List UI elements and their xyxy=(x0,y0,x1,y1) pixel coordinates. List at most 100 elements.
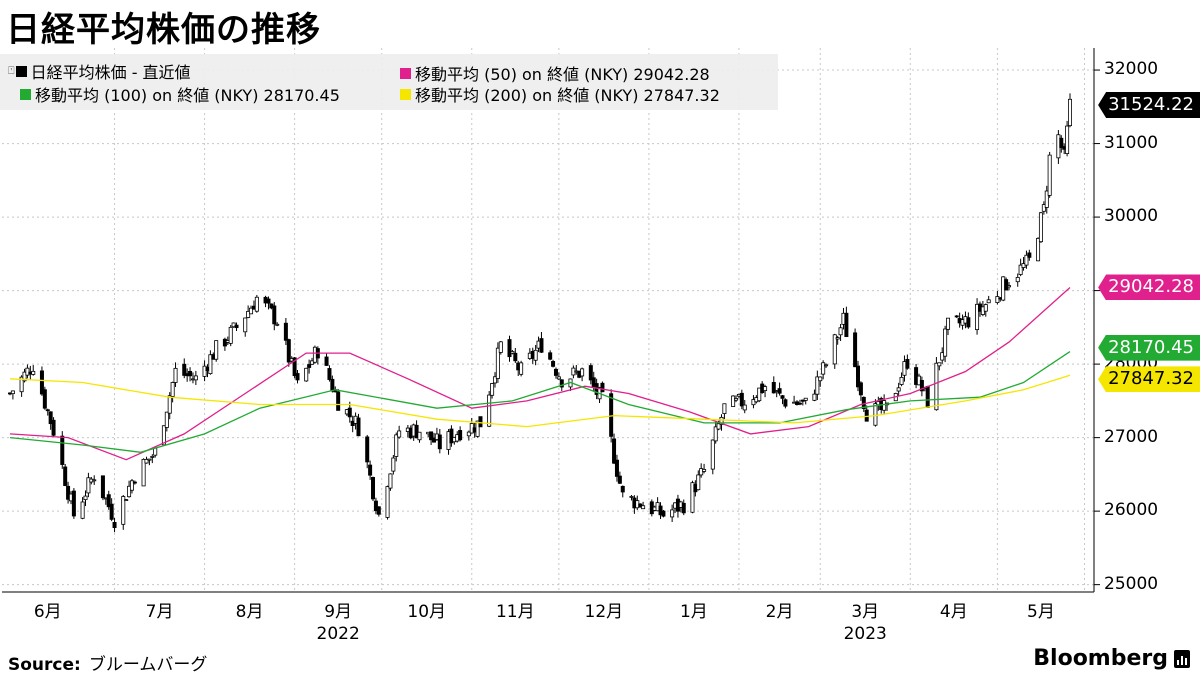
candle-body xyxy=(22,371,27,382)
candle-body xyxy=(690,482,695,513)
x-tick-label: 3月 xyxy=(851,602,880,622)
candle-body xyxy=(905,359,910,369)
axes xyxy=(2,48,1100,593)
candle-body xyxy=(487,394,492,427)
legend-label: 移動平均 (100) on 終値 (NKY) 28170.45 xyxy=(35,86,340,105)
candle-body xyxy=(670,509,675,518)
candle-body xyxy=(368,464,373,476)
candle-body xyxy=(286,339,291,363)
candle-body xyxy=(864,409,869,422)
candle-body xyxy=(588,365,593,381)
candle-body xyxy=(475,420,480,437)
candle-body xyxy=(1007,285,1012,288)
candle-body xyxy=(719,416,724,425)
price-candles xyxy=(7,93,1073,533)
candle-body xyxy=(899,376,904,385)
candle-body xyxy=(39,370,44,395)
candle-body xyxy=(385,486,390,518)
x-tick-label: 9月 xyxy=(324,602,353,622)
candle-body xyxy=(832,334,837,365)
candle-body xyxy=(25,367,30,376)
candle-body xyxy=(295,373,300,381)
candle-body xyxy=(696,474,701,491)
candle-body xyxy=(161,425,166,446)
candle-body xyxy=(896,387,901,392)
candle-body xyxy=(388,473,393,489)
candle-body xyxy=(591,377,596,388)
chart-title: 日経平均株価の推移 xyxy=(6,10,321,50)
candle-glyph-icon: ⍞ xyxy=(8,64,15,77)
value-tag: 31524.22 xyxy=(1098,92,1200,119)
candle-body xyxy=(975,303,980,331)
candle-body xyxy=(818,376,823,382)
candle-body xyxy=(1004,279,1009,291)
legend-item-price: ⍞ 日経平均株価 - 直近値 xyxy=(8,59,191,83)
candle-body xyxy=(510,351,515,354)
value-tag: 28170.45 xyxy=(1098,334,1200,361)
x-tick-label: 7月 xyxy=(145,602,174,622)
value-tag: 27847.32 xyxy=(1098,366,1200,393)
candle-body xyxy=(641,505,646,510)
candle-body xyxy=(19,376,24,393)
candle-body xyxy=(254,296,259,312)
candle-body xyxy=(734,398,739,401)
series-line xyxy=(9,351,1071,453)
series-line xyxy=(9,287,1071,461)
candle-body xyxy=(620,485,625,493)
candle-body xyxy=(214,340,219,360)
source-label: Source: xyxy=(8,655,81,675)
candle-body xyxy=(925,386,930,408)
x-year-label: 2022 xyxy=(316,624,360,644)
candle-body xyxy=(188,370,193,377)
candle-body xyxy=(45,409,50,412)
candle-body xyxy=(783,399,788,407)
candle-body xyxy=(1027,252,1032,258)
legend-label: 移動平均 (50) on 終値 (NKY) 29042.28 xyxy=(415,65,710,84)
candle-body xyxy=(371,477,376,500)
candle-body xyxy=(127,485,132,498)
candle-body xyxy=(66,485,71,500)
candle-body xyxy=(771,381,776,394)
candle-body xyxy=(80,501,85,519)
candle-body xyxy=(1047,154,1052,196)
candle-body xyxy=(556,376,561,380)
candle-body xyxy=(327,368,332,380)
candle-body xyxy=(1038,212,1043,243)
candle-body xyxy=(838,327,843,336)
legend-label: 日経平均株価 - 直近値 xyxy=(30,63,191,82)
candle-body xyxy=(954,315,959,318)
candle-body xyxy=(713,426,718,442)
candle-body xyxy=(376,506,381,515)
candle-body xyxy=(83,495,88,501)
legend-swatch xyxy=(400,88,411,100)
candle-body xyxy=(780,395,785,399)
x-tick-label: 6月 xyxy=(33,602,62,622)
legend-item-ma200: 移動平均 (200) on 終値 (NKY) 27847.32 xyxy=(400,82,720,106)
candle-body xyxy=(716,423,721,430)
candle-body xyxy=(580,368,585,377)
candle-body xyxy=(812,393,817,401)
candle-body xyxy=(437,434,442,450)
candle-body xyxy=(681,502,686,514)
candle-body xyxy=(658,505,663,516)
candle-body xyxy=(1036,238,1041,262)
candle-body xyxy=(492,376,497,384)
legend-label: 移動平均 (200) on 終値 (NKY) 27847.32 xyxy=(415,86,720,105)
candle-body xyxy=(757,387,762,402)
candle-body xyxy=(986,299,991,304)
candle-body xyxy=(821,362,826,375)
candle-body xyxy=(1068,98,1073,127)
candle-body xyxy=(71,490,76,517)
candle-body xyxy=(609,393,614,437)
candle-body xyxy=(614,459,619,477)
candle-body xyxy=(1018,264,1023,275)
candle-body xyxy=(283,322,288,341)
candle-body xyxy=(844,312,849,338)
candle-body xyxy=(612,438,617,464)
candle-body xyxy=(856,365,861,388)
candle-body xyxy=(246,310,251,318)
candle-body xyxy=(490,383,495,396)
candle-body xyxy=(797,402,802,405)
candle-body xyxy=(307,364,312,368)
candle-body xyxy=(943,328,948,357)
